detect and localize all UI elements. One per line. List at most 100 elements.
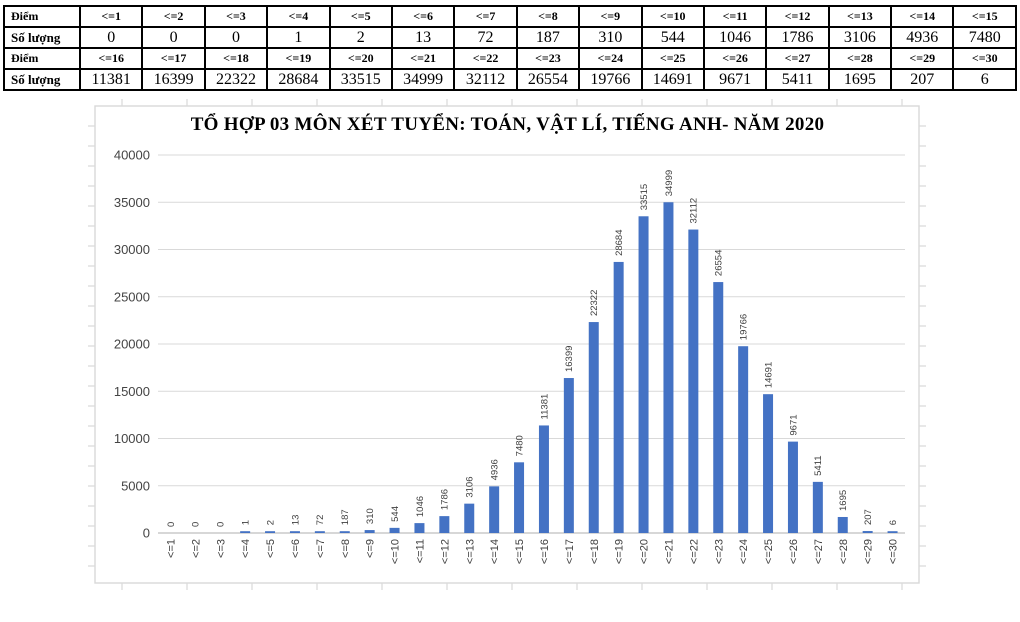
y-tick-label: 30000 xyxy=(114,242,150,257)
bar xyxy=(613,261,624,533)
count-value-cell: 19766 xyxy=(578,68,643,91)
x-tick-label: <=3 xyxy=(215,539,227,558)
score-header-cell: <=24 xyxy=(578,47,643,70)
count-value-cell: 7480 xyxy=(952,26,1017,49)
score-table: Điểm <=1 <=2 <=3 <=4 <=5 <=6 <=7 <=8 <=9 <=10 <=11 <… xyxy=(3,5,1017,91)
count-value-cell: 0 xyxy=(78,26,144,49)
bar-value-label: 1 xyxy=(240,520,251,525)
count-value-cell: 14691 xyxy=(640,68,705,91)
x-tick-label: <=29 xyxy=(863,539,875,564)
x-tick-label: <=19 xyxy=(614,539,626,564)
bar xyxy=(638,216,649,533)
score-header-cell: <=8 xyxy=(515,5,581,28)
y-tick-label: 10000 xyxy=(114,431,150,446)
row-label: Điểm xyxy=(3,5,81,28)
bar-value-label: 1695 xyxy=(838,490,849,511)
bar-value-label: 187 xyxy=(340,509,351,525)
table-row: Số lượng 0 0 0 1 2 13 72 187 310 544 1046 1786 3106 49… xyxy=(3,26,1017,49)
x-tick-label: <=2 xyxy=(190,539,202,558)
bar xyxy=(812,481,823,533)
x-tick-label: <=22 xyxy=(688,539,700,564)
y-tick-label: 5000 xyxy=(121,478,150,493)
bar xyxy=(314,531,325,533)
bar-value-label: 72 xyxy=(315,515,326,526)
score-header-cell: <=18 xyxy=(203,47,269,70)
x-tick-label: <=20 xyxy=(639,539,651,564)
count-value-cell: 4936 xyxy=(890,26,955,49)
bar xyxy=(688,229,699,533)
bar-value-label: 32112 xyxy=(689,198,700,224)
bar xyxy=(339,531,350,533)
score-header-cell: <=4 xyxy=(266,5,331,28)
x-tick-label: <=24 xyxy=(738,539,750,564)
bar-value-label: 9671 xyxy=(788,414,799,435)
bar-value-label: 0 xyxy=(166,522,177,527)
row-label: Điểm xyxy=(3,47,81,70)
bar-value-label: 1046 xyxy=(415,496,426,517)
bar-value-label: 7480 xyxy=(514,435,525,456)
x-tick-label: <=30 xyxy=(888,539,900,564)
score-header-cell: <=7 xyxy=(453,5,518,28)
score-header-cell: <=6 xyxy=(390,5,456,28)
score-header-cell: <=30 xyxy=(952,47,1017,70)
bar-value-label: 6 xyxy=(888,520,899,525)
bar xyxy=(588,322,599,533)
x-tick-label: <=26 xyxy=(788,539,800,564)
score-header-cell: <=26 xyxy=(702,47,768,70)
x-tick-label: <=7 xyxy=(315,539,327,558)
score-header-cell: <=13 xyxy=(827,5,893,28)
chart-frame xyxy=(94,105,920,584)
bar xyxy=(563,378,574,533)
x-tick-label: <=4 xyxy=(240,539,252,558)
score-distribution-bar-chart: 0 5000 10000 15000 20000 25000 30000 35000 40000… xyxy=(88,99,926,590)
bar-value-label: 310 xyxy=(365,508,376,524)
bar xyxy=(713,282,724,533)
bar-value-label: 28684 xyxy=(614,230,625,256)
table-row: Điểm <=16 <=17 <=18 <=19 <=20 <=21 <=22 <=23 <=24… xyxy=(3,47,1017,70)
bar-value-label: 34999 xyxy=(664,170,675,196)
bar-value-label: 2 xyxy=(265,520,276,525)
bar xyxy=(763,394,774,533)
row-label: Số lượng xyxy=(3,26,81,49)
score-header-cell: <=19 xyxy=(266,47,331,70)
table-row: Số lượng 11381 16399 22322 28684 33515 34999 32… xyxy=(3,68,1017,91)
count-value-cell: 207 xyxy=(890,68,955,91)
bar xyxy=(489,486,500,533)
y-tick-label: 25000 xyxy=(114,289,150,304)
count-value-cell: 1046 xyxy=(702,26,768,49)
score-header-cell: <=14 xyxy=(890,5,955,28)
x-tick-label: <=25 xyxy=(763,539,775,564)
count-value-cell: 1786 xyxy=(765,26,830,49)
count-value-cell: 28684 xyxy=(266,68,331,91)
score-header-cell: <=17 xyxy=(141,47,206,70)
x-tick-label: <=8 xyxy=(340,539,352,558)
count-value-cell: 187 xyxy=(515,26,581,49)
x-tick-label: <=18 xyxy=(589,539,601,564)
count-value-cell: 3106 xyxy=(827,26,893,49)
bar-value-label: 26554 xyxy=(714,250,725,276)
bar-value-label: 544 xyxy=(390,506,401,522)
score-header-cell: <=2 xyxy=(141,5,206,28)
x-tick-label: <=11 xyxy=(414,539,426,563)
bar-value-label: 16399 xyxy=(564,346,575,372)
bar xyxy=(414,523,425,533)
y-tick-label: 0 xyxy=(143,526,150,541)
bar xyxy=(364,530,375,533)
bar-value-label: 3106 xyxy=(465,477,476,498)
count-value-cell: 32112 xyxy=(453,68,518,91)
x-tick-label: <=12 xyxy=(439,539,451,564)
bar xyxy=(289,531,300,533)
x-tick-label: <=15 xyxy=(514,539,526,564)
row-label: Số lượng xyxy=(3,68,81,91)
bar-value-label: 5411 xyxy=(813,455,824,475)
score-header-cell: <=10 xyxy=(640,5,705,28)
x-tick-label: <=17 xyxy=(564,539,576,564)
x-tick-label: <=21 xyxy=(663,539,675,564)
score-header-cell: <=27 xyxy=(765,47,830,70)
bar xyxy=(464,503,475,533)
bar xyxy=(538,425,549,533)
count-value-cell: 11381 xyxy=(78,68,144,91)
count-value-cell: 34999 xyxy=(390,68,456,91)
bar xyxy=(862,531,873,533)
bar xyxy=(837,516,848,533)
